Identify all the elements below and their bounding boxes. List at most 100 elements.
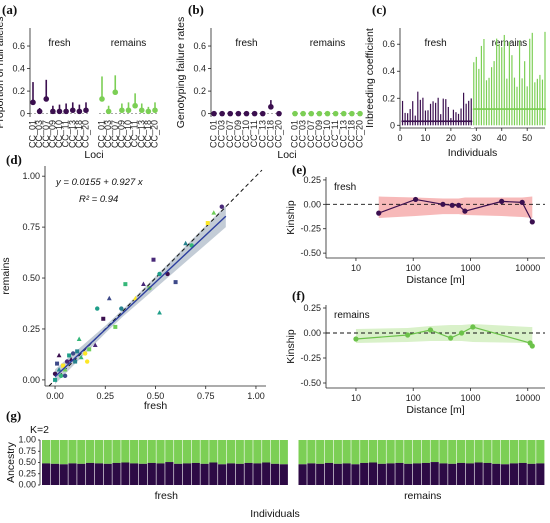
- y-tick-label: 0.4: [193, 64, 206, 74]
- data-point-remains: [138, 107, 145, 114]
- ancestry-bar-cluster2: [518, 440, 527, 463]
- ancestry-bar-cluster2: [509, 440, 518, 464]
- ancestry-bar-cluster1: [430, 462, 439, 485]
- data-point: [427, 327, 434, 333]
- x-tick-label: CC_20: [274, 120, 284, 148]
- panel-label-d: (d): [6, 152, 22, 167]
- x-tick-label: CC_03: [103, 120, 113, 148]
- x-tick-label: CC_09: [116, 120, 126, 148]
- data-point: [173, 280, 178, 285]
- x-tick-label: CC_07: [306, 120, 316, 148]
- ancestry-bar-cluster2: [174, 440, 183, 464]
- data-point-fresh: [259, 110, 266, 117]
- x-tick-label: CC_03: [298, 120, 308, 148]
- ancestry-bar-cluster1: [492, 463, 501, 485]
- x-tick-label: CC_07: [110, 120, 120, 148]
- data-point-remains: [132, 102, 138, 109]
- data-point: [470, 324, 476, 330]
- x-tick-label: CC_01: [290, 120, 300, 148]
- x-tick-label: CC_03: [34, 120, 44, 148]
- ancestry-bar-cluster2: [235, 440, 244, 464]
- x-tick-label: CC_13: [338, 120, 348, 148]
- y-tick-label: 0: [201, 109, 206, 119]
- x-tick-label: CC_10: [241, 120, 251, 148]
- ancestry-bar-cluster2: [209, 440, 218, 463]
- ancestry-bar-cluster2: [404, 440, 413, 464]
- ancestry-bar-cluster1: [147, 462, 156, 485]
- x-axis-title: Distance [m]: [406, 404, 464, 416]
- ancestry-bar-cluster1: [253, 463, 262, 485]
- ancestry-bar-cluster1: [156, 463, 165, 485]
- y-tick-label: 0.75: [22, 222, 40, 232]
- y-tick-label: 0.50: [22, 273, 40, 283]
- ancestry-bar-cluster1: [244, 462, 253, 485]
- data-point: [499, 198, 505, 204]
- x-tick-label: 0.75: [197, 391, 215, 401]
- data-point-fresh: [50, 108, 56, 115]
- k-label: K=2: [30, 424, 49, 436]
- ancestry-bar-cluster2: [94, 440, 104, 464]
- panel-label-f: (f): [292, 288, 305, 303]
- x-tick-label: CC_03: [217, 120, 227, 148]
- y-tick-label: -0.50: [300, 248, 321, 258]
- data-point-remains: [316, 110, 323, 117]
- ancestry-bar-cluster2: [77, 440, 86, 464]
- data-point: [84, 359, 90, 364]
- x-tick-label: CC_09: [47, 120, 57, 148]
- x-tick-label: 20: [446, 133, 456, 143]
- x-tick-label: 100: [406, 393, 421, 403]
- ancestry-bar-cluster2: [138, 440, 148, 464]
- data-point: [133, 295, 138, 301]
- ancestry-bar-cluster2: [307, 440, 316, 464]
- x-axis-title: Individuals: [250, 508, 300, 520]
- facet-strip-fresh: fresh: [334, 182, 356, 193]
- data-point-remains: [125, 107, 132, 114]
- ancestry-bar-cluster1: [377, 463, 386, 485]
- panel-label-a: (a): [2, 2, 17, 17]
- y-axis-title: Proportion of null alleles: [0, 16, 6, 128]
- ancestry-bar-cluster2: [68, 440, 77, 464]
- x-tick-label: 40: [497, 133, 507, 143]
- data-point-remains: [119, 107, 125, 114]
- x-tick-label: CC_20: [81, 120, 91, 148]
- x-tick-label: 0.50: [147, 391, 165, 401]
- ancestry-bar-cluster2: [130, 440, 139, 464]
- x-tick-label: CC_18: [143, 120, 153, 148]
- ancestry-bar-cluster1: [59, 464, 68, 485]
- data-point-remains: [145, 108, 152, 115]
- data-point: [353, 336, 359, 342]
- ancestry-bar-cluster1: [509, 463, 518, 485]
- data-point: [101, 316, 106, 321]
- ancestry-bar-cluster2: [244, 440, 253, 463]
- x-tick-label: 30: [471, 133, 481, 143]
- ancestry-bar-cluster2: [316, 440, 325, 464]
- y-tick-label: 0: [390, 120, 395, 130]
- x-tick-label: 10: [351, 263, 361, 273]
- ancestry-bar-cluster2: [500, 440, 510, 465]
- group-label-remains: remains: [404, 490, 441, 502]
- y-tick-label: 0.2: [193, 86, 206, 96]
- x-tick-label: CC_01: [209, 120, 219, 148]
- ancestry-bar-cluster1: [68, 463, 77, 485]
- y-tick-label: 0.25: [303, 175, 321, 185]
- data-point: [64, 359, 70, 364]
- x-axis-title: fresh: [144, 400, 168, 412]
- ancestry-bar-cluster2: [439, 440, 448, 464]
- data-point: [449, 202, 455, 208]
- data-point: [106, 295, 112, 301]
- ancestry-bar-cluster1: [174, 463, 183, 485]
- x-tick-label: CC_20: [150, 120, 160, 148]
- x-tick-label: 10000: [515, 263, 540, 273]
- ancestry-bar-cluster2: [492, 440, 501, 464]
- data-point-fresh: [276, 110, 282, 117]
- y-axis-title: Ancestry: [5, 441, 17, 483]
- y-tick-label: 0.2: [382, 93, 395, 103]
- y-axis-title: Inbreeding coefficient: [364, 28, 376, 128]
- y-tick-label: 0.4: [12, 64, 25, 74]
- ancestry-bar-cluster2: [386, 440, 395, 464]
- panel-label-g: (g): [6, 408, 21, 423]
- ancestry-bar-cluster2: [121, 440, 130, 463]
- panel-label-c: (c): [372, 2, 386, 17]
- ancestry-bar-cluster2: [103, 440, 112, 464]
- y-axis-title: Kinship: [285, 200, 297, 235]
